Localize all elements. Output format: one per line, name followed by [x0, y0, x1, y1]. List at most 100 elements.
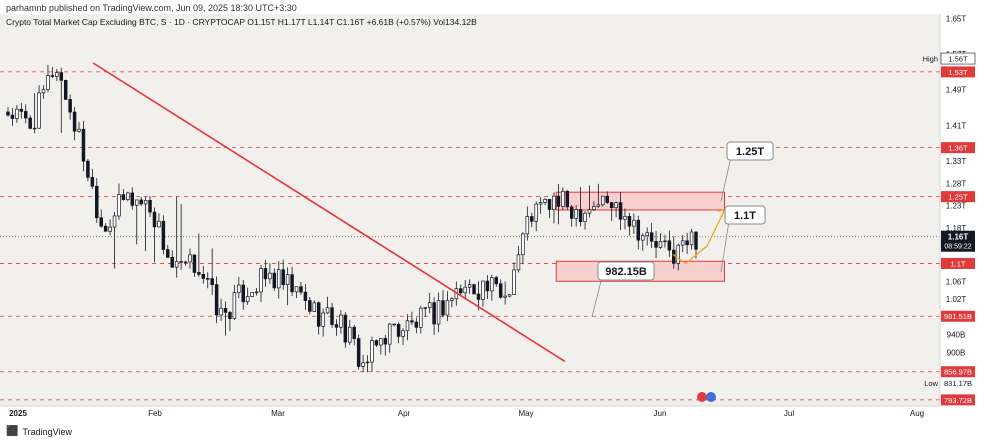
candle-body — [578, 209, 583, 222]
candle-body — [232, 292, 237, 319]
candle-body — [503, 295, 507, 298]
candle-body — [361, 362, 365, 367]
candle-body — [396, 323, 401, 337]
callout-label-1: 1.1T — [734, 210, 756, 222]
candle-body — [592, 206, 596, 210]
candle-body — [254, 291, 259, 294]
candle-body — [423, 307, 427, 309]
candle-body — [574, 209, 578, 219]
candle-body — [272, 272, 277, 289]
levels-layer — [0, 71, 940, 401]
trendline — [92, 62, 566, 363]
axis-layer: 1.65T1.57T1.49T1.41T1.33T1.28T1.23T1.18T… — [0, 14, 984, 420]
candle-body — [77, 128, 81, 132]
candle-body — [28, 117, 32, 129]
callout-box-2 — [597, 261, 655, 281]
level-price-box-4 — [941, 310, 975, 322]
candle-body — [157, 220, 161, 228]
candle-body — [15, 108, 19, 119]
candle-body — [387, 323, 392, 345]
symbol-legend[interactable]: Crypto Total Market Cap Excluding BTC, S… — [6, 17, 477, 27]
candle-body — [534, 203, 538, 222]
candle-body — [32, 127, 37, 130]
candle-body — [50, 75, 55, 77]
event-flag-icon — [697, 392, 707, 402]
x-tick-label: 2025 — [9, 409, 27, 418]
candle-body — [530, 216, 534, 222]
projection-path — [672, 209, 726, 265]
high-price-box — [940, 52, 976, 65]
event-flag-icon — [706, 392, 716, 402]
candle-body — [294, 286, 299, 293]
candle-body — [410, 320, 414, 323]
candle-body — [525, 216, 530, 235]
candle-body — [494, 277, 499, 285]
candle-body — [405, 320, 410, 332]
candle-body — [467, 284, 472, 288]
candle-body — [46, 75, 50, 90]
candle-body — [601, 195, 605, 206]
candle-body — [152, 211, 157, 228]
candle-body — [436, 300, 441, 325]
candle-body — [343, 314, 348, 343]
candle-body — [205, 278, 210, 280]
candle-body — [130, 192, 135, 206]
x-tick-label: May — [518, 409, 533, 418]
callout-pointer-1 — [720, 220, 730, 273]
low-price-label: 831.17B — [944, 379, 972, 388]
candle-body — [618, 202, 623, 220]
candle-body — [126, 192, 130, 200]
lines-layer — [92, 62, 726, 363]
candle-body — [201, 274, 206, 279]
candle-body — [259, 268, 263, 293]
y-tick-label: 1.49T — [946, 86, 967, 95]
candle-body — [24, 111, 28, 119]
chart-pane[interactable] — [0, 14, 940, 406]
y-tick-label: 940B — [947, 331, 966, 340]
candle-body — [179, 261, 183, 263]
candle-body — [490, 277, 494, 292]
candle-body — [561, 190, 565, 207]
candle-body — [605, 195, 609, 203]
low-label: Low — [924, 379, 938, 388]
candle-body — [379, 338, 383, 346]
candle-body — [108, 226, 112, 232]
candle-body — [148, 200, 152, 213]
candle-body — [325, 307, 330, 314]
candle-body — [237, 284, 241, 293]
candle-body — [72, 111, 77, 132]
level-price-label-6: 793.72B — [944, 396, 972, 405]
candle-body — [117, 194, 121, 217]
candle-body — [356, 338, 361, 367]
candle-body — [281, 269, 285, 285]
y-tick-label: 1.18T — [946, 224, 967, 233]
time-axis — [0, 406, 984, 420]
candle-body — [290, 274, 294, 293]
candle-body — [308, 300, 312, 312]
candle-body — [277, 269, 281, 289]
candle-body — [649, 232, 654, 242]
last-price-box — [941, 230, 975, 252]
candle-body — [663, 240, 667, 243]
high-label: High — [923, 55, 938, 64]
candle-body — [472, 284, 476, 295]
x-tick-label: Jul — [784, 409, 794, 418]
candle-body — [81, 128, 86, 162]
candle-body — [86, 160, 90, 178]
level-price-box-1 — [941, 142, 975, 154]
callout-box-0 — [726, 141, 774, 161]
candle-body — [197, 272, 201, 275]
candle-body — [303, 291, 308, 301]
candle-body — [689, 231, 694, 246]
candle-body — [63, 80, 68, 100]
candle-body — [450, 298, 454, 301]
level-price-label-0: 1.53T — [948, 68, 968, 77]
callout-box-1 — [724, 205, 766, 225]
candle-body — [401, 330, 405, 337]
candle-body — [192, 254, 197, 273]
candle-body — [636, 219, 641, 241]
countdown-label: 08:59:22 — [944, 244, 971, 251]
candle-body — [414, 321, 419, 328]
candle-body — [654, 241, 658, 248]
